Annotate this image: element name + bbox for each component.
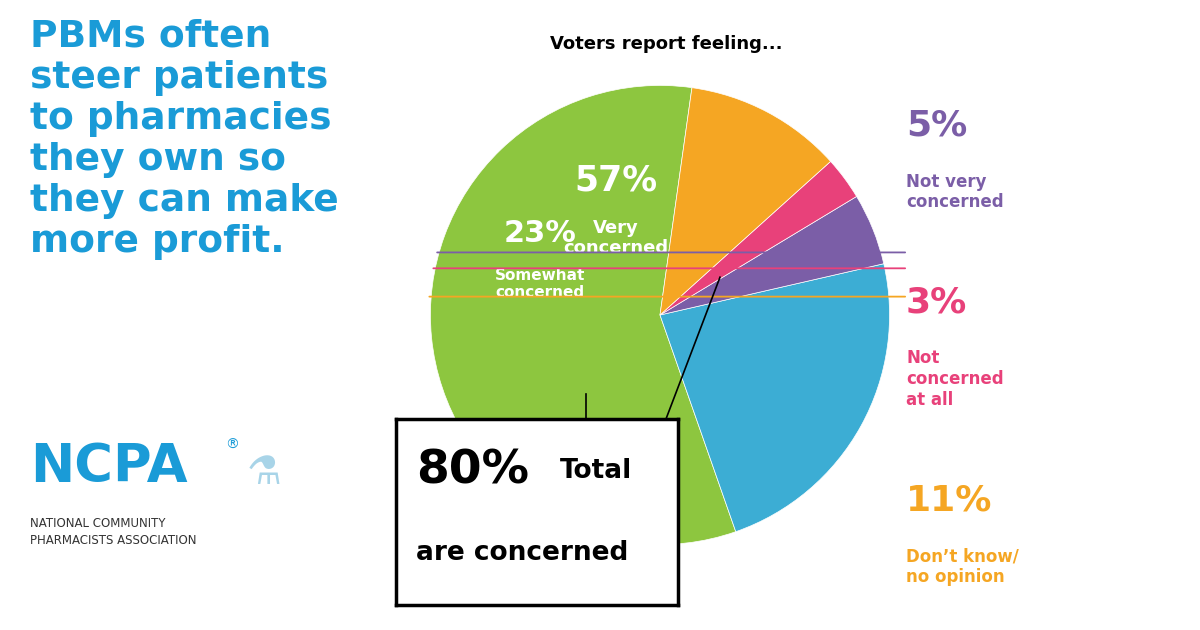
Text: ⚗: ⚗ — [246, 454, 281, 491]
Text: Somewhat
concerned: Somewhat concerned — [494, 268, 586, 300]
Text: Total: Total — [559, 458, 632, 484]
Wedge shape — [660, 161, 857, 315]
Text: 80%: 80% — [415, 449, 529, 493]
Text: ®: ® — [224, 438, 239, 452]
Text: Not
concerned
at all: Not concerned at all — [906, 349, 1003, 409]
Text: NCPA: NCPA — [30, 441, 188, 493]
Text: Very
concerned: Very concerned — [563, 219, 668, 257]
Text: 5%: 5% — [906, 108, 967, 142]
Text: PBMs often
steer patients
to pharmacies
they own so
they can make
more profit.: PBMs often steer patients to pharmacies … — [30, 19, 338, 260]
Wedge shape — [660, 264, 889, 532]
Wedge shape — [660, 197, 883, 315]
Text: 57%: 57% — [575, 164, 658, 198]
Text: NATIONAL COMMUNITY
PHARMACISTS ASSOCIATION: NATIONAL COMMUNITY PHARMACISTS ASSOCIATI… — [30, 517, 197, 547]
Text: Not very
concerned: Not very concerned — [906, 173, 1003, 212]
Text: Voters report feeling...: Voters report feeling... — [550, 35, 782, 53]
Text: are concerned: are concerned — [415, 540, 628, 566]
Text: 23%: 23% — [504, 219, 576, 248]
Wedge shape — [660, 88, 830, 315]
Text: Don’t know/
no opinion: Don’t know/ no opinion — [906, 547, 1019, 587]
Text: 3%: 3% — [906, 285, 967, 319]
Wedge shape — [431, 86, 736, 544]
Text: 11%: 11% — [906, 483, 992, 517]
